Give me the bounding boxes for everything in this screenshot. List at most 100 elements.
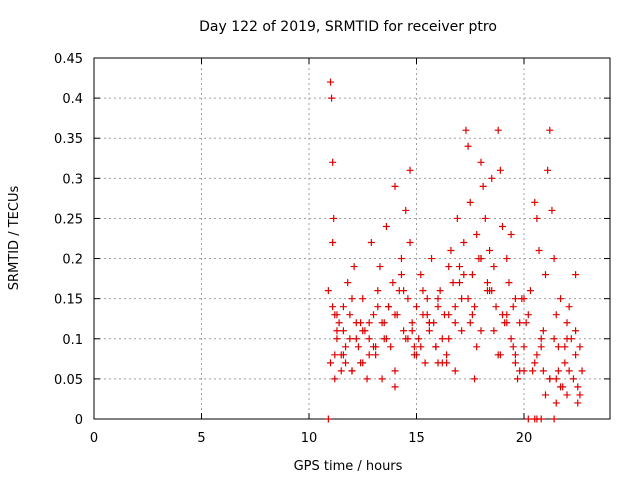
data-point: [537, 415, 545, 423]
data-point: [447, 247, 455, 255]
data-point: [339, 327, 347, 335]
data-point: [359, 359, 367, 367]
data-point: [456, 263, 463, 271]
data-point: [374, 303, 382, 311]
y-tick-label: 0.45: [54, 52, 83, 67]
data-point: [333, 311, 341, 319]
data-point: [423, 311, 431, 319]
data-point: [576, 343, 584, 351]
y-axis: 0 0.05 0.1 0.15 0.2 0.25 0.3 0.35 0.4 0.45: [54, 52, 610, 428]
data-point: [329, 158, 337, 166]
data-point: [473, 230, 481, 238]
plot-frame: [93, 57, 611, 420]
data-point: [408, 319, 416, 327]
data-point: [520, 295, 528, 303]
data-point: [335, 319, 343, 327]
data-point: [533, 214, 541, 222]
data-point: [542, 391, 549, 399]
data-point: [434, 295, 442, 303]
data-point: [572, 351, 580, 359]
data-point: [471, 375, 479, 383]
data-point: [443, 359, 451, 367]
data-point: [572, 271, 580, 279]
data-point: [542, 271, 549, 279]
y-tick-label: 0.15: [54, 293, 83, 308]
data-point: [391, 383, 399, 391]
y-tick-label: 0.4: [62, 92, 83, 107]
data-point: [499, 222, 506, 230]
data-points: [324, 78, 586, 423]
data-point: [391, 311, 399, 319]
data-point: [524, 415, 532, 423]
data-point: [400, 327, 408, 335]
data-point: [522, 319, 530, 327]
data-point: [511, 359, 519, 367]
data-point: [451, 319, 459, 327]
data-point: [535, 247, 543, 255]
x-tick-label: 0: [90, 431, 98, 446]
data-point: [339, 351, 347, 359]
x-tick-label: 15: [408, 431, 425, 446]
data-point: [539, 367, 547, 375]
data-point: [509, 303, 517, 311]
data-point: [389, 279, 397, 287]
data-point: [557, 383, 565, 391]
data-point: [342, 343, 350, 351]
y-tick-label: 0.25: [54, 212, 83, 227]
data-point: [466, 198, 474, 206]
data-point: [494, 126, 502, 134]
data-point: [477, 255, 485, 263]
data-point: [391, 367, 399, 375]
y-tick-label: 0.2: [62, 253, 83, 268]
data-point: [481, 214, 489, 222]
data-point: [496, 166, 504, 174]
data-point: [477, 158, 485, 166]
data-point: [365, 351, 373, 359]
data-point: [537, 335, 545, 343]
data-point: [436, 287, 444, 295]
data-point: [367, 239, 375, 247]
data-point: [511, 351, 519, 359]
data-point: [342, 359, 350, 367]
data-point: [344, 279, 352, 287]
data-point: [333, 327, 341, 335]
data-point: [324, 287, 332, 295]
data-point: [387, 343, 395, 351]
data-point: [505, 279, 513, 287]
data-point: [460, 271, 468, 279]
data-point: [417, 271, 425, 279]
data-point: [370, 311, 377, 319]
data-point: [352, 335, 360, 343]
data-point: [462, 126, 470, 134]
data-point: [445, 335, 453, 343]
data-point: [449, 279, 457, 287]
data-point: [331, 351, 339, 359]
data-point: [509, 343, 517, 351]
y-axis-label: SRMTID / TECUs: [7, 186, 22, 291]
data-point: [464, 142, 472, 150]
data-point: [458, 327, 466, 335]
data-point: [348, 367, 356, 375]
data-point: [544, 166, 552, 174]
data-point: [413, 351, 420, 359]
data-point: [365, 319, 373, 327]
data-point: [333, 335, 341, 343]
data-point: [382, 335, 390, 343]
data-point: [400, 287, 408, 295]
data-point: [550, 415, 558, 423]
data-point: [330, 214, 338, 222]
data-point: [479, 182, 487, 190]
data-point: [468, 311, 476, 319]
data-point: [413, 303, 420, 311]
data-point: [499, 311, 506, 319]
data-point: [434, 303, 442, 311]
data-point: [419, 287, 427, 295]
y-tick-label: 0: [75, 413, 83, 428]
data-point: [464, 295, 472, 303]
data-point: [539, 327, 547, 335]
data-point: [563, 391, 571, 399]
data-point: [554, 343, 562, 351]
data-point: [339, 303, 347, 311]
data-point: [331, 375, 339, 383]
data-point: [552, 399, 560, 407]
